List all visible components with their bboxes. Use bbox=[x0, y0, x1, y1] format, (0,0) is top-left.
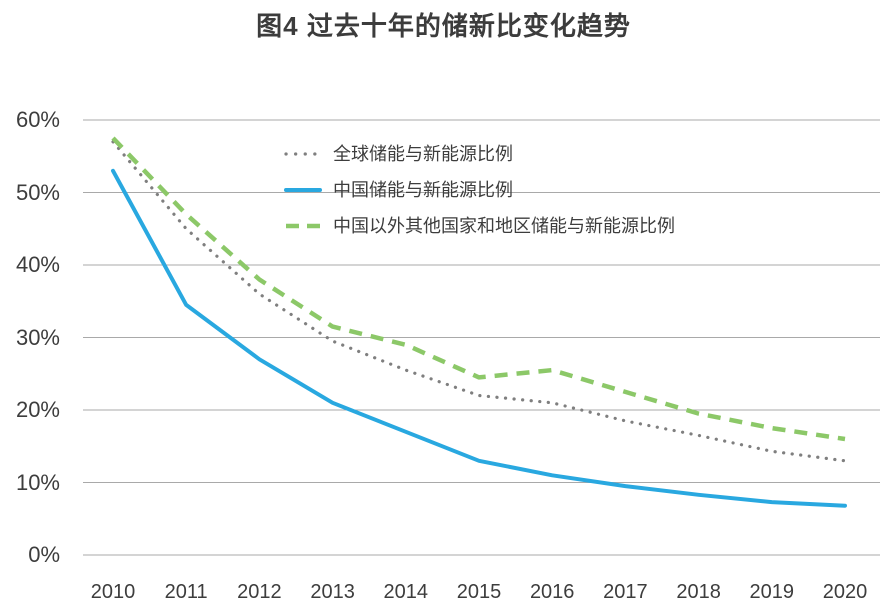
chart-legend: 全球储能与新能源比例 中国储能与新能源比例 中国以外其他国家和地区储能与新能源比… bbox=[283, 135, 675, 243]
dashed-line-marker bbox=[283, 219, 323, 231]
x-tick-label: 2010 bbox=[90, 581, 136, 603]
y-tick-label: 0% bbox=[28, 542, 60, 567]
x-tick-label: 2019 bbox=[749, 581, 795, 603]
x-tick-label: 2013 bbox=[310, 581, 355, 603]
series-line-solid bbox=[111, 168, 847, 508]
x-tick-label: 2018 bbox=[676, 581, 721, 603]
legend-item-non-china: 中国以外其他国家和地区储能与新能源比例 bbox=[283, 207, 675, 243]
legend-label-non-china: 中国以外其他国家和地区储能与新能源比例 bbox=[333, 216, 675, 236]
y-tick-label: 10% bbox=[15, 469, 60, 495]
series-line-dotted bbox=[111, 140, 847, 463]
x-tick-label: 2011 bbox=[164, 581, 208, 603]
legend-item-china: 中国储能与新能源比例 bbox=[283, 171, 675, 207]
y-tick-label: 40% bbox=[15, 252, 60, 277]
y-tick-label: 20% bbox=[15, 397, 60, 422]
y-tick-label: 30% bbox=[15, 324, 60, 350]
legend-item-global: 全球储能与新能源比例 bbox=[283, 135, 675, 171]
y-tick-label: 50% bbox=[15, 179, 60, 205]
legend-label-global: 全球储能与新能源比例 bbox=[333, 144, 513, 164]
solid-line-marker bbox=[283, 183, 323, 195]
x-tick-label: 2017 bbox=[603, 581, 648, 603]
x-tick-label: 2014 bbox=[383, 581, 429, 603]
x-tick-label: 2012 bbox=[237, 581, 282, 603]
x-tick-label: 2020 bbox=[822, 581, 868, 603]
series-line-dashed bbox=[111, 136, 846, 442]
x-tick-label: 2016 bbox=[529, 581, 575, 603]
chart-title: 图4 过去十年的储新比变化趋势 bbox=[256, 11, 631, 41]
legend-label-china: 中国储能与新能源比例 bbox=[333, 180, 513, 200]
x-tick-label: 2015 bbox=[456, 581, 502, 603]
y-tick-label: 60% bbox=[15, 107, 60, 132]
dotted-line-marker bbox=[283, 147, 323, 159]
